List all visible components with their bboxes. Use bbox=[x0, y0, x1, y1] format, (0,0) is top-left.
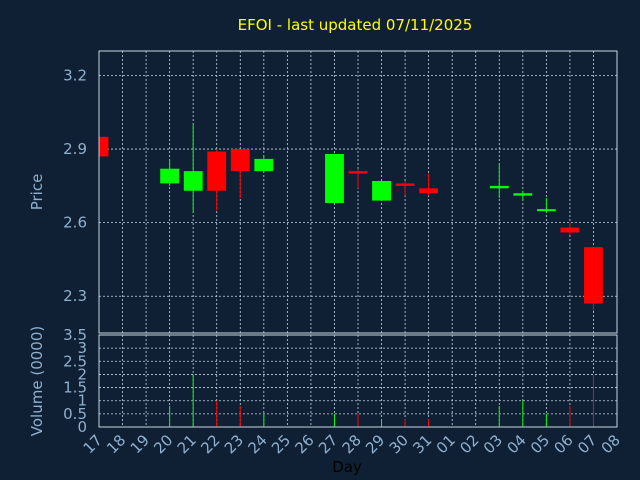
x-axis-label: Day bbox=[332, 458, 362, 476]
candle-body bbox=[536, 209, 556, 212]
x-tick-label: 29 bbox=[362, 431, 388, 457]
x-tick-label: 07 bbox=[574, 431, 600, 457]
x-tick-label: 03 bbox=[480, 431, 506, 457]
price-panel-frame bbox=[98, 50, 618, 334]
volume-grid bbox=[98, 334, 618, 428]
x-tick-label: 22 bbox=[197, 431, 223, 457]
x-tick-label: 26 bbox=[292, 431, 318, 457]
x-tick-label: 21 bbox=[174, 431, 200, 457]
x-tick-label: 31 bbox=[409, 431, 435, 457]
volume-tick-label: 0.5 bbox=[63, 405, 87, 423]
volume-tick-label: 1 bbox=[77, 392, 87, 410]
candle-body bbox=[489, 185, 509, 189]
x-tick-label: 20 bbox=[150, 431, 176, 457]
candle-body bbox=[230, 149, 250, 172]
x-tick-label: 05 bbox=[527, 431, 553, 457]
x-tick-label: 06 bbox=[551, 431, 577, 457]
x-tick-label: 25 bbox=[268, 431, 294, 457]
candle-body bbox=[395, 183, 415, 186]
candle-body bbox=[183, 171, 203, 191]
x-tick-label: 18 bbox=[103, 431, 129, 457]
x-tick-label: 01 bbox=[433, 431, 459, 457]
volume-tick-label: 3 bbox=[77, 339, 87, 357]
volume-tick-label: 1.5 bbox=[63, 379, 87, 397]
candle-body bbox=[99, 136, 109, 157]
x-tick-label: 23 bbox=[221, 431, 247, 457]
volume-tick-label: 2 bbox=[77, 365, 87, 383]
volume-panel-frame bbox=[98, 334, 618, 428]
x-tick-label: 24 bbox=[244, 431, 270, 457]
candle-body bbox=[325, 153, 344, 204]
candle-body bbox=[560, 227, 580, 233]
x-tick-label: 04 bbox=[503, 431, 529, 457]
price-tick-label: 2.3 bbox=[63, 287, 87, 305]
price-tick-label: 3.2 bbox=[63, 67, 87, 85]
volume-tick-label: 2.5 bbox=[63, 352, 87, 370]
price-tick-label: 2.6 bbox=[63, 214, 87, 232]
volume-bars bbox=[98, 374, 594, 427]
x-tick-labels: 1718192021222324252627282930310102030405… bbox=[80, 431, 624, 457]
volume-tick-label: 3.5 bbox=[63, 326, 87, 344]
candle-body bbox=[419, 188, 439, 194]
candle-body bbox=[160, 168, 180, 184]
x-tick-label: 02 bbox=[456, 431, 482, 457]
chart-title: EFOI - last updated 07/11/2025 bbox=[238, 16, 473, 34]
volume-tick-label: 0 bbox=[77, 418, 87, 436]
price-tick-labels: 2.3 2.6 2.9 3.2 bbox=[63, 67, 87, 306]
x-tick-label: 08 bbox=[598, 431, 624, 457]
x-tick-label: 27 bbox=[315, 431, 341, 457]
price-grid bbox=[98, 51, 618, 333]
price-tick-label: 2.9 bbox=[63, 140, 87, 158]
price-axis-label: Price bbox=[28, 174, 46, 211]
volume-tick-labels: 00.511.522.533.5 bbox=[63, 326, 87, 436]
candle-body bbox=[584, 247, 603, 304]
volume-axis-label: Volume (0000) bbox=[28, 326, 46, 436]
candle-body bbox=[348, 171, 368, 174]
candle-body bbox=[207, 151, 227, 191]
candle-body bbox=[372, 180, 391, 201]
x-tick-label: 28 bbox=[339, 431, 365, 457]
x-tick-label: 30 bbox=[386, 431, 412, 457]
candles bbox=[98, 124, 603, 311]
candle-body bbox=[254, 158, 274, 172]
candle-body bbox=[513, 193, 533, 196]
x-tick-label: 19 bbox=[127, 431, 153, 457]
